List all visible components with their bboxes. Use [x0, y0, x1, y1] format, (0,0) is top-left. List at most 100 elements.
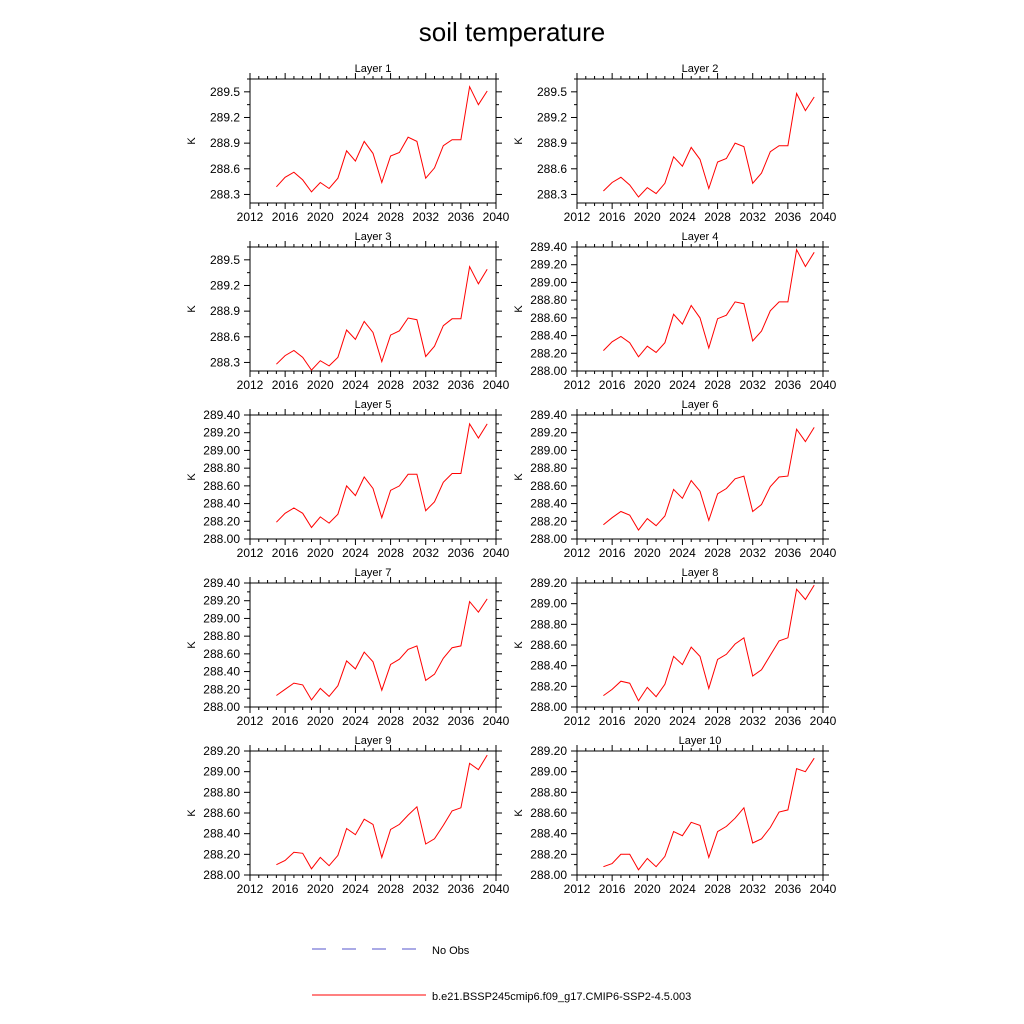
x-tick-label: 2016: [272, 882, 299, 896]
x-tick-label: 2024: [669, 882, 696, 896]
series-line: [276, 265, 488, 371]
y-tick-label: 289.00: [530, 275, 567, 289]
y-tick-label: 288.20: [530, 514, 567, 528]
x-tick-label: 2020: [307, 378, 334, 392]
y-axis-label: K: [513, 473, 525, 481]
x-tick-label: 2012: [564, 378, 591, 392]
y-tick-label: 288.3: [210, 355, 240, 369]
panel-title: Layer 7: [355, 567, 392, 579]
x-tick-label: 2040: [810, 882, 837, 896]
x-tick-label: 2012: [237, 882, 264, 896]
x-tick-label: 2016: [599, 714, 626, 728]
x-tick-label: 2024: [342, 546, 369, 560]
x-tick-label: 2016: [599, 210, 626, 224]
x-tick-label: 2040: [483, 714, 510, 728]
panel-layer-9: Layer 9 K 2012 2016 2020 2024 2028 2032 2036 2040…: [186, 735, 510, 896]
x-tick-label: 2036: [448, 546, 475, 560]
y-tick-label: 288.3: [210, 187, 240, 201]
x-tick-label: 2040: [483, 378, 510, 392]
x-tick-label: 2032: [739, 210, 766, 224]
plot-frame: [249, 78, 497, 204]
panel-layer-3: Layer 3 K 2012 2016 2020 2024 2028 2032 2036 2040…: [186, 231, 510, 392]
y-axis-label: K: [186, 473, 198, 481]
y-axis-label: K: [513, 305, 525, 313]
y-axis-label: K: [186, 809, 198, 817]
y-tick-label: 288.6: [210, 162, 240, 176]
y-tick-label: 289.20: [530, 258, 567, 272]
x-tick-label: 2024: [669, 546, 696, 560]
panel-layer-8: Layer 8 K 2012 2016 2020 2024 2028 2032 2036 2040…: [513, 567, 837, 728]
plot-frame: [249, 750, 497, 876]
x-tick-label: 2028: [704, 882, 731, 896]
plot-frame: [249, 246, 497, 372]
y-tick-label: 289.20: [530, 576, 567, 590]
x-tick-label: 2016: [599, 546, 626, 560]
x-tick-label: 2020: [634, 378, 661, 392]
series-line: [276, 422, 488, 529]
panel-title: Layer 10: [679, 735, 722, 747]
x-tick-label: 2032: [412, 210, 439, 224]
x-tick-label: 2016: [272, 378, 299, 392]
y-tick-label: 288.00: [530, 364, 567, 378]
y-tick-label: 288.60: [203, 806, 240, 820]
x-tick-label: 2040: [810, 714, 837, 728]
x-tick-label: 2040: [810, 210, 837, 224]
x-tick-label: 2032: [412, 546, 439, 560]
x-tick-label: 2036: [448, 882, 475, 896]
y-tick-label: 288.60: [530, 638, 567, 652]
x-tick-label: 2032: [412, 882, 439, 896]
x-tick-label: 2032: [739, 714, 766, 728]
x-tick-label: 2040: [810, 378, 837, 392]
y-axis-label: K: [513, 809, 525, 817]
series-line: [603, 584, 815, 702]
x-tick-label: 2036: [775, 378, 802, 392]
plot-frame: [249, 414, 497, 540]
plot-frame: [576, 78, 824, 204]
x-tick-label: 2028: [704, 378, 731, 392]
x-tick-label: 2028: [377, 546, 404, 560]
y-tick-label: 288.00: [530, 700, 567, 714]
y-tick-label: 289.40: [530, 240, 567, 254]
y-tick-label: 288.20: [203, 682, 240, 696]
y-tick-label: 289.00: [203, 765, 240, 779]
y-tick-label: 288.9: [537, 136, 567, 150]
x-tick-label: 2016: [272, 714, 299, 728]
legend: No Obs b.e21.BSSP245cmip6.f09_g17.CMIP6-…: [312, 945, 691, 1003]
y-tick-label: 288.40: [530, 497, 567, 511]
x-tick-label: 2020: [307, 210, 334, 224]
y-tick-label: 289.5: [210, 253, 240, 267]
legend-label-no-obs: No Obs: [432, 945, 470, 957]
y-tick-label: 289.5: [210, 85, 240, 99]
x-tick-label: 2024: [342, 714, 369, 728]
x-tick-label: 2020: [634, 714, 661, 728]
x-tick-label: 2028: [377, 210, 404, 224]
x-tick-label: 2024: [342, 378, 369, 392]
panel-title: Layer 4: [682, 231, 719, 243]
x-tick-label: 2020: [307, 546, 334, 560]
x-tick-label: 2032: [412, 378, 439, 392]
y-axis-label: K: [186, 641, 198, 649]
x-tick-label: 2016: [272, 210, 299, 224]
x-tick-label: 2032: [739, 882, 766, 896]
y-tick-label: 288.60: [530, 479, 567, 493]
panel-layer-2: Layer 2 K 2012 2016 2020 2024 2028 2032 2036 2040…: [513, 63, 837, 224]
x-tick-label: 2040: [810, 546, 837, 560]
panel-title: Layer 8: [682, 567, 719, 579]
y-tick-label: 288.20: [203, 847, 240, 861]
panels: Layer 1 K 2012 2016 2020 2024 2028 2032 2036 2040…: [186, 63, 837, 896]
y-tick-label: 288.60: [203, 647, 240, 661]
x-tick-label: 2032: [412, 714, 439, 728]
x-tick-label: 2028: [377, 714, 404, 728]
panel-layer-4: Layer 4 K 2012 2016 2020 2024 2028 2032 2036 2040…: [513, 231, 837, 392]
y-tick-label: 288.80: [530, 785, 567, 799]
y-axis-label: K: [513, 641, 525, 649]
y-tick-label: 289.00: [530, 597, 567, 611]
y-tick-label: 288.00: [203, 532, 240, 546]
panel-layer-5: Layer 5 K 2012 2016 2020 2024 2028 2032 2036 2040…: [186, 399, 510, 560]
y-tick-label: 288.40: [530, 659, 567, 673]
y-tick-label: 288.40: [530, 329, 567, 343]
x-tick-label: 2036: [775, 714, 802, 728]
y-tick-label: 289.5: [537, 85, 567, 99]
x-tick-label: 2040: [483, 546, 510, 560]
